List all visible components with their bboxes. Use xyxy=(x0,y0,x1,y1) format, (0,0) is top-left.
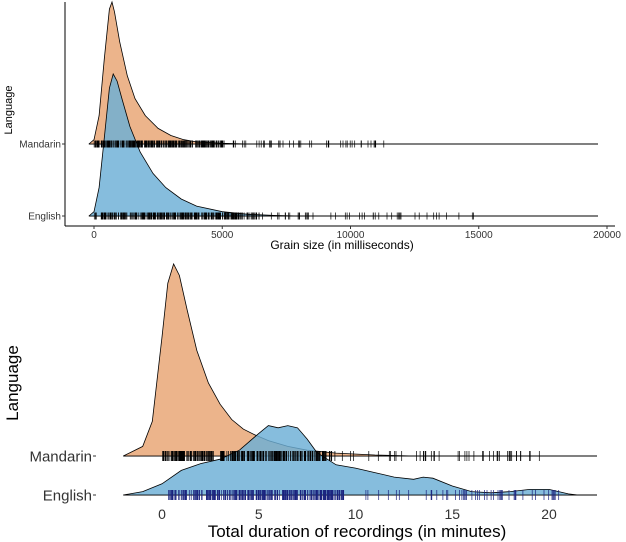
x-tick-label: 0 xyxy=(91,230,97,241)
x-ticks-grain-size: 0 5000 10000 15000 20000 xyxy=(91,226,621,241)
x-tick-label: 20 xyxy=(541,506,557,522)
y-ticks-total-duration: Mandarin English xyxy=(29,448,96,504)
x-ticks-total-duration: 0 5 10 15 20 xyxy=(158,506,557,522)
x-tick-label: 0 xyxy=(158,506,166,522)
x-tick-label: 15 xyxy=(444,506,460,522)
panel-grain-size: 0 5000 10000 15000 20000 Mandarin English Gra… xyxy=(3,0,621,252)
rugs-grain-size xyxy=(93,140,474,220)
x-axis-title: Total duration of recordings (in minutes… xyxy=(208,522,507,541)
y-ticks-grain-size: Mandarin English xyxy=(19,140,65,223)
ridges-grain-size xyxy=(88,0,598,217)
y-axis-title: Language xyxy=(3,86,15,135)
x-axis-title: Grain size (in milliseconds) xyxy=(270,238,413,252)
ridge-english xyxy=(88,72,300,217)
y-tick-label: Mandarin xyxy=(29,448,92,465)
x-tick-label: 5000 xyxy=(211,230,234,241)
x-tick-label: 5 xyxy=(255,506,263,522)
x-tick-label: 10000 xyxy=(337,230,365,241)
ridge-mandarin xyxy=(123,262,414,457)
y-axis-title: Language xyxy=(3,345,22,421)
y-tick-label: English xyxy=(28,212,61,223)
x-tick-label: 15000 xyxy=(465,230,493,241)
ridge-english xyxy=(123,425,579,496)
rugs-total-duration xyxy=(162,451,560,500)
x-tick-label: 20000 xyxy=(593,230,621,241)
x-tick-label: 10 xyxy=(348,506,364,522)
y-tick-label: Mandarin xyxy=(19,140,61,151)
y-tick-label: English xyxy=(43,487,92,504)
panel-total-duration: 0 5 10 15 20 Mandarin English Total duration … xyxy=(3,262,597,541)
